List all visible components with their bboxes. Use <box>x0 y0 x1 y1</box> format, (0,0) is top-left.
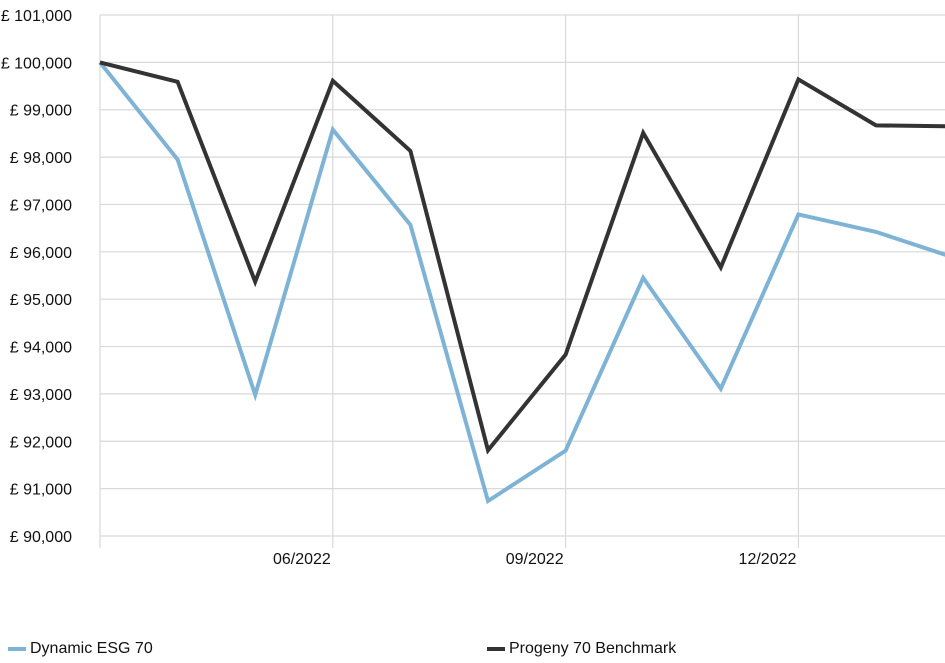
x-tick-label: 09/2022 <box>506 551 564 568</box>
x-tick-label: 06/2022 <box>273 551 331 568</box>
y-tick-label: £ 93,000 <box>10 387 72 404</box>
y-tick-label: £ 91,000 <box>10 482 72 499</box>
grid-lines <box>99 14 945 548</box>
legend-swatch-series-2 <box>487 647 505 651</box>
legend-label-series-1: Dynamic ESG 70 <box>30 640 153 657</box>
y-tick-label: £ 95,000 <box>10 292 72 309</box>
legend-swatch-series-1 <box>8 647 26 651</box>
x-tick-label: 12/2022 <box>739 551 797 568</box>
legend-item-series-2: Progeny 70 Benchmark <box>487 640 676 658</box>
series-lines <box>98 60 945 505</box>
series-line-2 <box>99 60 945 455</box>
y-tick-label: £ 94,000 <box>10 340 72 357</box>
y-tick-label: £ 97,000 <box>10 197 72 214</box>
legend-label-series-2: Progeny 70 Benchmark <box>509 640 677 657</box>
series-line-1 <box>98 61 945 505</box>
y-tick-label: £ 98,000 <box>10 150 72 167</box>
legend-item-series-1: Dynamic ESG 70 <box>8 640 153 658</box>
y-axis-tick-labels: £ 90,000 £ 91,000 £ 92,000 £ 93,000 £ 94,000… <box>1 8 72 546</box>
y-tick-label: £ 96,000 <box>10 245 72 262</box>
y-tick-label: £ 101,000 <box>1 8 72 25</box>
y-tick-label: £ 90,000 <box>10 529 72 546</box>
y-tick-label: £ 100,000 <box>1 55 72 72</box>
y-tick-label: £ 99,000 <box>10 103 72 120</box>
y-tick-label: £ 92,000 <box>10 434 72 451</box>
